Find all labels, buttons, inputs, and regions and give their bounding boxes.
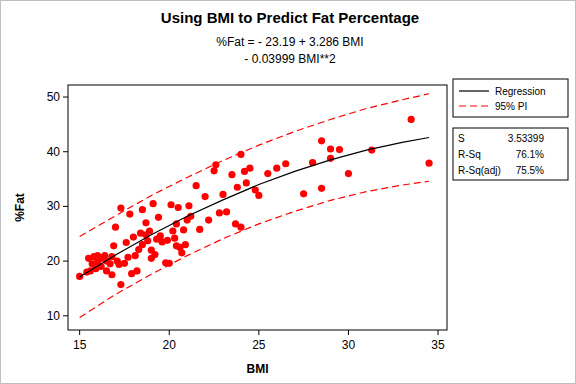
data-point (117, 281, 124, 288)
line-dashed (80, 94, 429, 237)
data-point (182, 241, 189, 248)
stat-value: 76.1% (516, 149, 544, 160)
y-tick (63, 206, 68, 207)
data-point (126, 210, 133, 217)
data-point (408, 116, 415, 123)
line-lower-dashed (80, 181, 429, 317)
data-point (327, 145, 334, 152)
data-point (345, 170, 352, 177)
y-tick (63, 261, 68, 262)
y-tick (63, 315, 68, 316)
y-tick (63, 151, 68, 152)
data-point (196, 226, 203, 233)
data-point (300, 190, 307, 197)
data-point (234, 184, 241, 191)
data-point (110, 242, 117, 249)
data-point (237, 224, 244, 231)
data-point (264, 170, 271, 177)
data-point (169, 227, 176, 234)
y-tick-label: 10 (47, 309, 61, 323)
chart: Using BMI to Predict Fat Percentage %Fat … (0, 0, 576, 384)
data-point (130, 233, 137, 240)
plot-frame (68, 85, 447, 330)
data-point (246, 165, 253, 172)
subtitle: - 0.03999 BMI**2 (244, 52, 336, 66)
data-point (139, 206, 146, 213)
data-point (425, 160, 432, 167)
data-point (228, 171, 235, 178)
plot-marks (76, 94, 433, 318)
data-point (318, 185, 325, 192)
data-point (112, 224, 119, 231)
data-point (193, 182, 200, 189)
y-tick-label: 50 (47, 90, 61, 104)
title: Using BMI to Predict Fat Percentage (161, 9, 419, 26)
x-tick (258, 330, 259, 335)
data-point (243, 179, 250, 186)
x-tick-label: 25 (252, 338, 266, 352)
stat-label: R-Sq (458, 149, 481, 160)
x-tick-label: 15 (73, 338, 87, 352)
data-point (124, 254, 131, 261)
data-point (178, 249, 185, 256)
legend-swatch (459, 90, 489, 91)
line-solid (80, 138, 429, 277)
stat-value: 3.53399 (508, 133, 545, 144)
x-tick (169, 330, 170, 335)
data-point (223, 208, 230, 215)
data-point (175, 204, 182, 211)
y-axis-label: %Fat (13, 193, 27, 222)
data-point (151, 251, 158, 258)
data-point (146, 227, 153, 234)
data-point (133, 267, 140, 274)
legend-label: 95% PI (495, 101, 527, 112)
data-point (273, 165, 280, 172)
data-point (336, 146, 343, 153)
x-tick (79, 330, 80, 335)
data-point (219, 191, 226, 198)
data-point (150, 200, 157, 207)
data-point (164, 237, 171, 244)
legend-swatch (459, 105, 489, 106)
data-point (107, 260, 114, 267)
y-tick (63, 97, 68, 98)
data-point (185, 202, 192, 209)
x-tick (348, 330, 349, 335)
stat-label: R-Sq(adj) (458, 165, 501, 176)
data-point (123, 239, 130, 246)
data-point (132, 252, 139, 259)
data-point (282, 160, 289, 167)
stat-label: S (458, 133, 465, 144)
y-tick-label: 20 (47, 254, 61, 268)
subtitle: %Fat = - 23.19 + 3.286 BMI (216, 35, 363, 49)
stat-value: 75.5% (516, 165, 544, 176)
data-point (171, 235, 178, 242)
data-point (216, 209, 223, 216)
data-point (121, 260, 128, 267)
data-point (318, 137, 325, 144)
x-tick-label: 30 (342, 338, 356, 352)
data-point (167, 201, 174, 208)
x-tick (438, 330, 439, 335)
data-point (142, 219, 149, 226)
legend-box (453, 79, 568, 117)
data-point (180, 226, 187, 233)
background (1, 1, 576, 384)
data-point (155, 214, 162, 221)
data-point (108, 271, 115, 278)
y-tick-label: 30 (47, 199, 61, 213)
data-point (205, 216, 212, 223)
x-tick-label: 20 (163, 338, 177, 352)
x-axis-label: BMI (247, 362, 269, 376)
data-point (255, 192, 262, 199)
stats-box (453, 128, 568, 180)
data-point (201, 193, 208, 200)
x-tick-label: 35 (431, 338, 445, 352)
y-tick-label: 40 (47, 145, 61, 159)
legend-label: Regression (495, 86, 546, 97)
